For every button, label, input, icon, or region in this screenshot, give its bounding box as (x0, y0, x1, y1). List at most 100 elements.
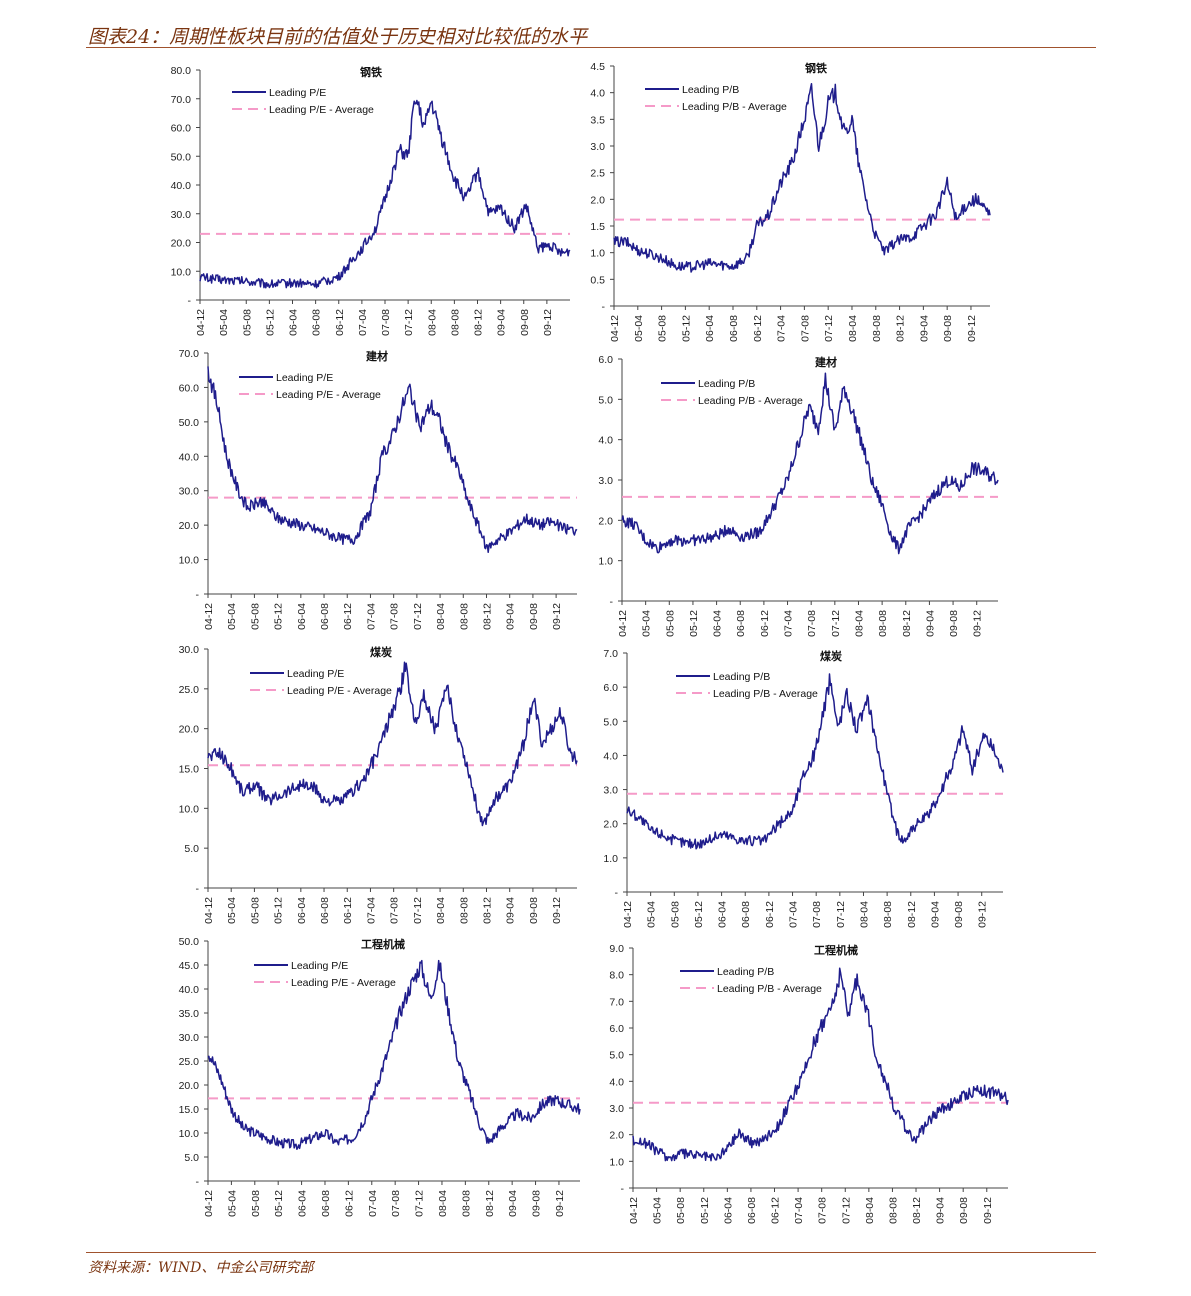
y-tick-label: - (615, 887, 619, 899)
x-tick-label: 08-04 (858, 901, 870, 928)
y-tick-label: 2.0 (609, 1130, 624, 1142)
x-tick-label: 06-08 (728, 315, 740, 342)
y-tick-label: 9.0 (609, 943, 624, 955)
y-tick-label: - (602, 301, 606, 313)
y-tick-label: 4.5 (590, 61, 605, 73)
y-tick-label: 5.0 (184, 1152, 199, 1164)
y-tick-label: 80.0 (171, 65, 192, 77)
x-tick-label: 05-04 (226, 1190, 238, 1217)
chart-title: 建材 (366, 349, 388, 363)
y-tick-label: 50.0 (179, 936, 200, 948)
legend: Leading P/B Leading P/B - Average (645, 84, 787, 113)
legend-label-main: Leading P/E (287, 668, 344, 680)
y-tick-label: 4.0 (590, 88, 605, 100)
x-tick-label: 08-12 (895, 315, 907, 342)
x-tick-label: 05-08 (657, 315, 669, 342)
series-main-line (199, 99, 571, 289)
y-tick-label: 1.0 (598, 556, 613, 568)
y-tick-label: 35.0 (179, 1008, 200, 1020)
x-tick-label: 08-12 (906, 901, 918, 928)
y-tick-label: 10.0 (179, 555, 200, 567)
x-tick-label: 08-12 (901, 610, 913, 637)
x-tick-label: 05-12 (273, 897, 285, 924)
x-tick-label: 09-08 (528, 603, 540, 630)
legend-label-main: Leading P/B (698, 378, 755, 390)
legend-label-average: Leading P/E - Average (269, 104, 374, 116)
x-tick-label: 08-12 (481, 603, 493, 630)
x-tick-label: 09-04 (924, 610, 936, 637)
x-tick-label: 08-04 (853, 610, 865, 637)
x-tick-label: 04-12 (622, 901, 634, 928)
x-tick-label: 07-12 (412, 897, 424, 924)
x-tick-label: 07-04 (793, 1197, 805, 1224)
y-tick-label: 1.0 (609, 1156, 624, 1168)
y-tick-label: - (610, 596, 614, 608)
chart-panel-2: - 0.5 1.0 1.5 2.0 2.5 3.0 3.5 4.0 4.5 04-12 05-04 05… (590, 61, 991, 342)
y-tick-label: - (196, 1176, 200, 1188)
legend-label-main: Leading P/E (291, 960, 348, 972)
y-tick-label: 10.0 (179, 803, 200, 815)
y-tick-label: 7.0 (603, 648, 618, 660)
x-tick-label: 09-04 (935, 1197, 947, 1224)
x-tick-label: 08-04 (435, 897, 447, 924)
y-tick-label: - (196, 883, 200, 895)
x-tick-label: 06-12 (770, 1197, 782, 1224)
legend-label-average: Leading P/E - Average (276, 389, 381, 401)
x-tick-label: 07-08 (799, 315, 811, 342)
legend-label-average: Leading P/B - Average (713, 688, 818, 700)
y-tick-label: 2.0 (598, 515, 613, 527)
x-tick-label: 09-12 (554, 1190, 566, 1217)
x-tick-label: 09-12 (551, 603, 563, 630)
legend: Leading P/B Leading P/B - Average (676, 671, 818, 700)
y-tick-label: - (196, 589, 200, 601)
x-tick-label: 05-04 (226, 603, 238, 630)
y-tick-label: 40.0 (179, 984, 200, 996)
x-tick-label: 08-04 (864, 1197, 876, 1224)
x-tick-label: 06-12 (342, 603, 354, 630)
y-tick-label: 30.0 (179, 1032, 200, 1044)
x-tick-label: 08-08 (458, 603, 470, 630)
y-tick-label: 0.5 (590, 274, 605, 286)
y-tick-label: 20.0 (179, 724, 200, 736)
x-tick-label: 09-08 (953, 901, 965, 928)
x-tick-label: 08-08 (871, 315, 883, 342)
title-rule (86, 47, 1096, 48)
y-tick-label: 3.0 (598, 475, 613, 487)
x-tick-label: 06-08 (740, 901, 752, 928)
x-tick-label: 08-04 (847, 315, 859, 342)
x-tick-label: 07-12 (403, 309, 415, 336)
x-tick-label: 04-12 (609, 315, 621, 342)
y-tick-label: 3.0 (590, 141, 605, 153)
series-main-line (613, 82, 991, 273)
x-tick-label: 05-04 (633, 315, 645, 342)
y-tick-label: 3.0 (609, 1103, 624, 1115)
x-tick-label: 04-12 (203, 603, 215, 630)
x-tick-label: 05-12 (699, 1197, 711, 1224)
y-tick-label: 20.0 (171, 238, 192, 250)
chart-title: 煤炭 (820, 649, 842, 663)
x-tick-label: 08-08 (877, 610, 889, 637)
y-tick-label: 50.0 (171, 151, 192, 163)
x-tick-label: 05-08 (669, 901, 681, 928)
chart-title: 煤炭 (370, 645, 392, 659)
x-tick-label: 06-12 (342, 897, 354, 924)
x-tick-label: 07-12 (830, 610, 842, 637)
x-tick-label: 07-08 (806, 610, 818, 637)
y-tick-label: 15.0 (179, 1104, 200, 1116)
legend-label-average: Leading P/B - Average (717, 983, 822, 995)
x-tick-label: 06-08 (311, 309, 323, 336)
x-tick-label: 06-12 (764, 901, 776, 928)
x-tick-label: 09-12 (977, 901, 989, 928)
x-tick-label: 07-08 (389, 897, 401, 924)
x-tick-label: 07-12 (412, 603, 424, 630)
y-tick-label: 25.0 (179, 684, 200, 696)
y-tick-label: 40.0 (171, 180, 192, 192)
x-tick-label: 07-12 (835, 901, 847, 928)
chart-title: 钢铁 (805, 61, 827, 75)
x-tick-label: 06-04 (288, 309, 300, 336)
x-tick-label: 08-12 (911, 1197, 923, 1224)
legend-label-main: Leading P/B (682, 84, 739, 96)
y-tick-label: - (188, 295, 192, 307)
x-tick-label: 07-08 (380, 309, 392, 336)
